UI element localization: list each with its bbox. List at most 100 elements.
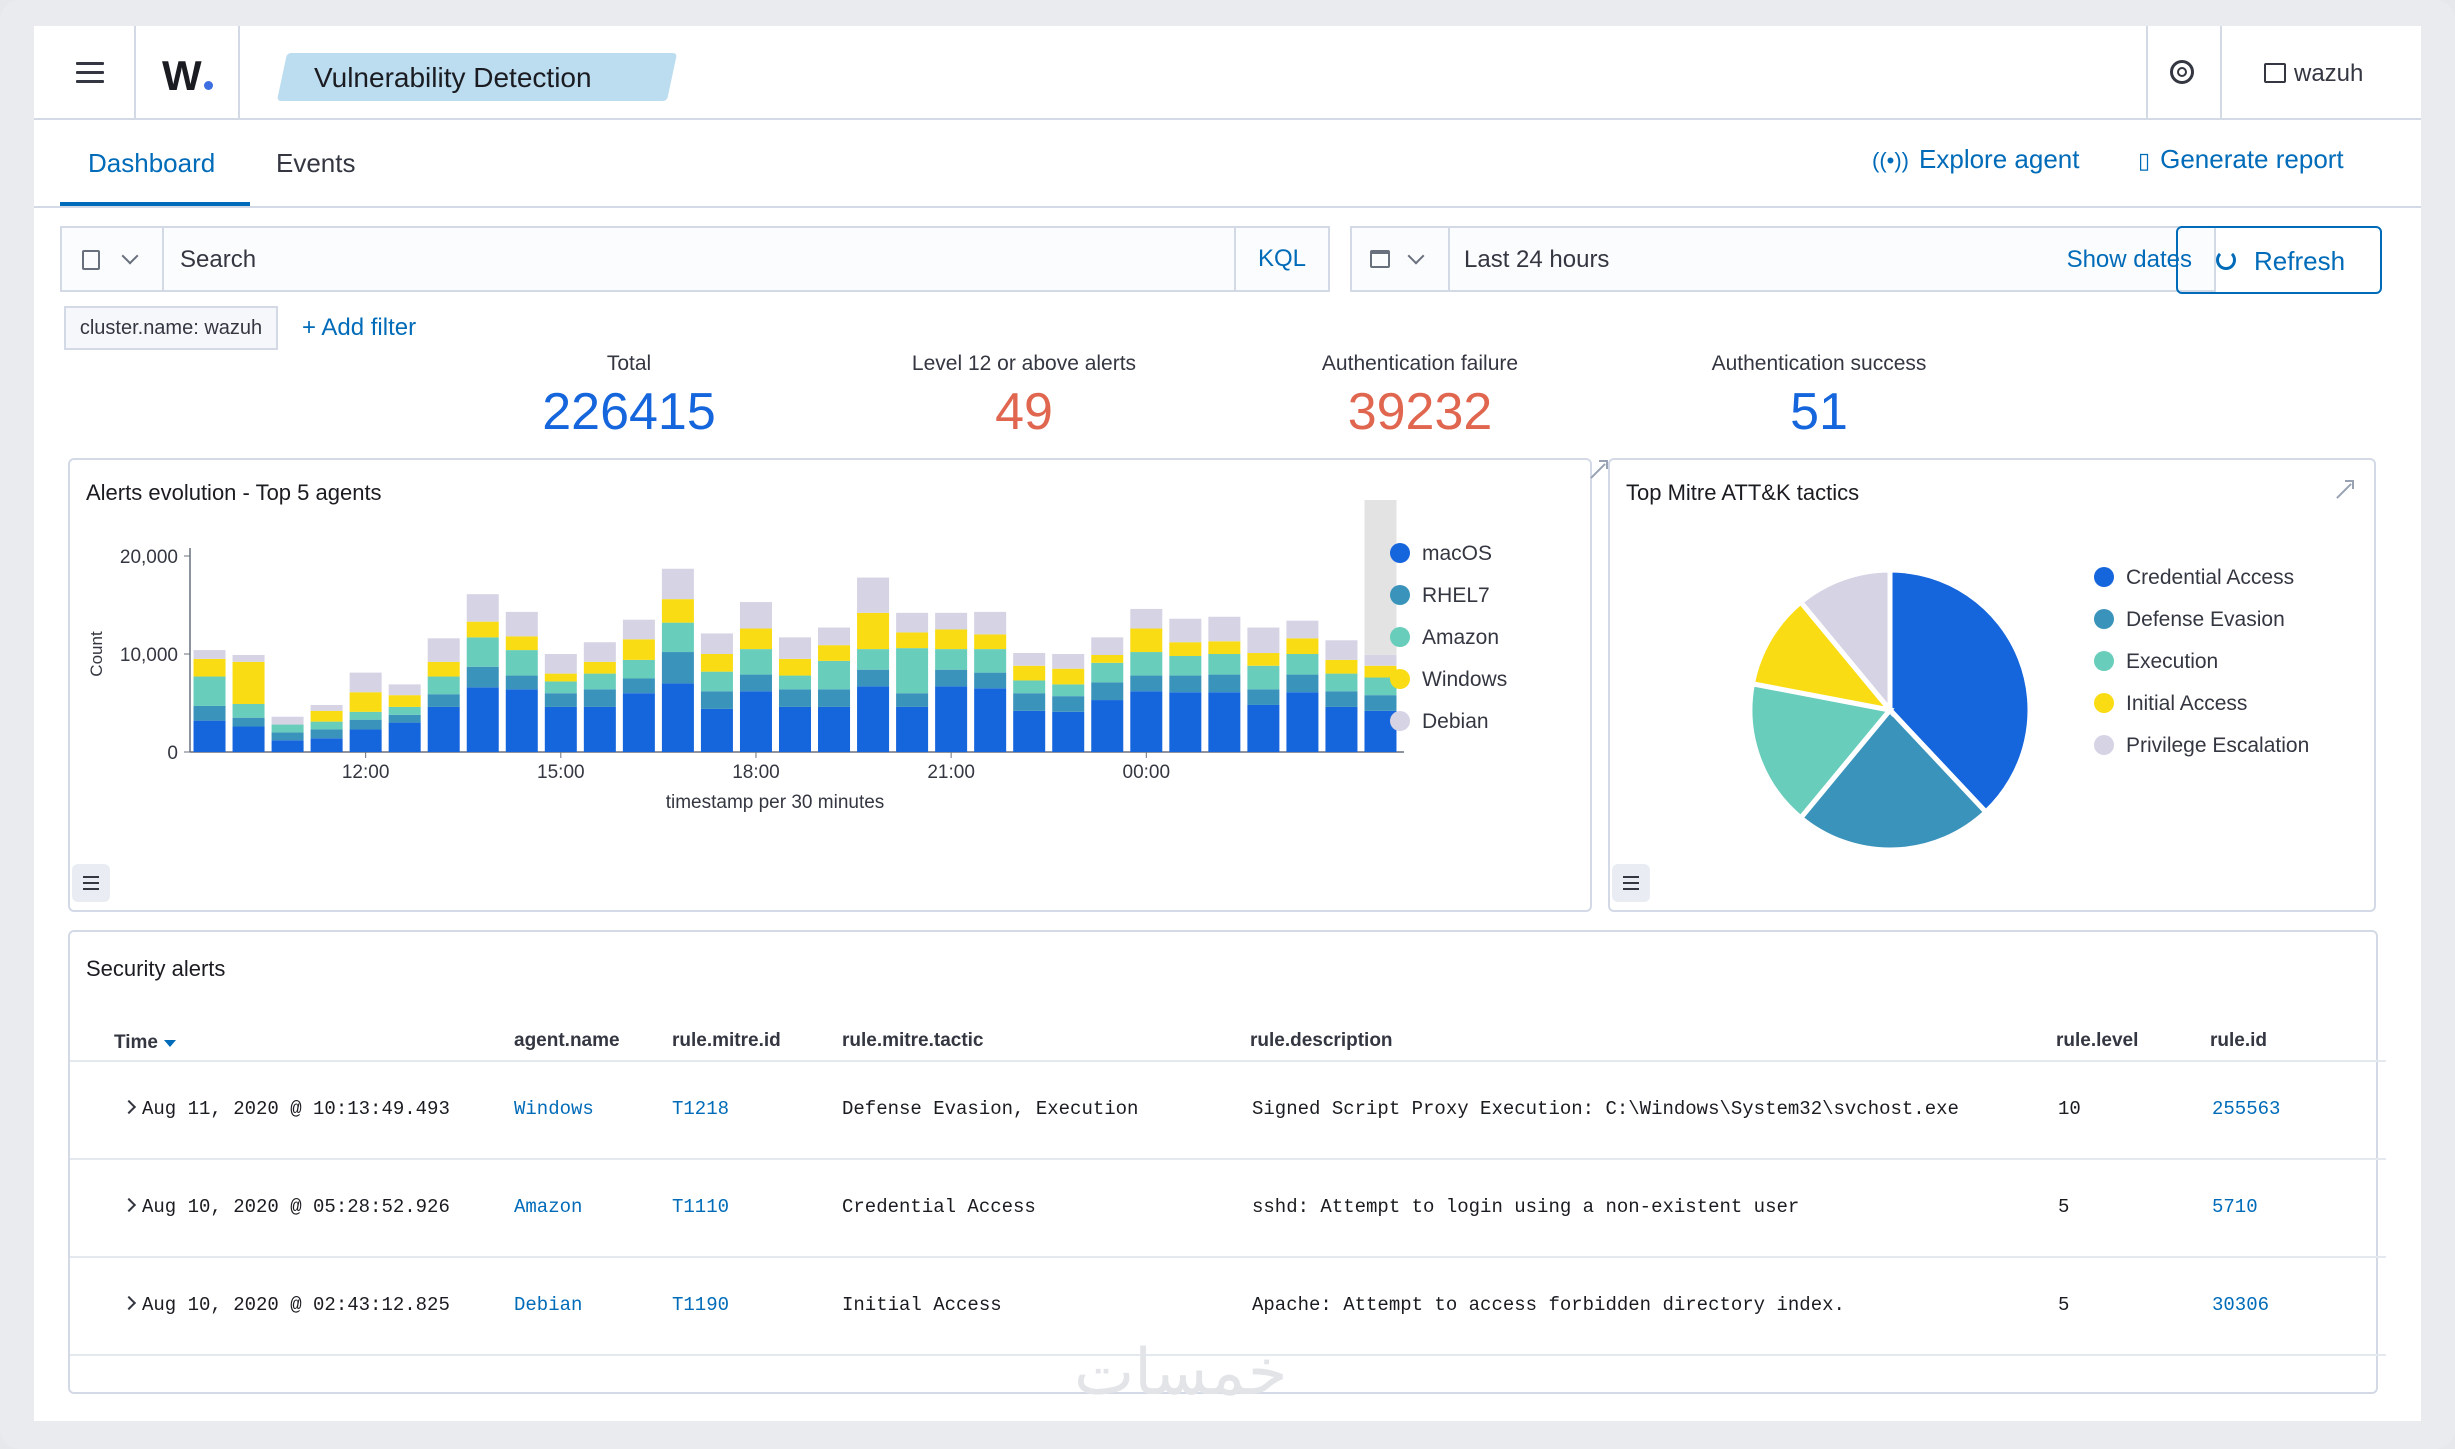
bar-segment (622, 678, 655, 694)
user-name: wazuh (2294, 60, 2364, 87)
legend-item[interactable]: Amazon (1390, 626, 1499, 650)
column-header-time[interactable]: Time (114, 1032, 177, 1054)
column-header-agent[interactable]: agent.name (514, 1030, 620, 1051)
document-icon: ▯ (2138, 148, 2151, 173)
bar-segment (1286, 654, 1319, 675)
bar-segment (1208, 674, 1241, 693)
rule-id-link[interactable]: 255563 (2212, 1098, 2281, 1120)
filter-pill[interactable]: cluster.name: wazuh (64, 306, 278, 350)
bar-segment (193, 676, 226, 706)
logout-icon (2264, 63, 2286, 83)
column-header-description[interactable]: rule.description (1250, 1030, 1393, 1051)
bar-segment (700, 708, 733, 752)
column-header-level[interactable]: rule.level (2056, 1030, 2139, 1051)
mitre-id-link[interactable]: T1218 (672, 1098, 730, 1120)
add-filter-link[interactable]: + Add filter (302, 314, 417, 341)
legend-item[interactable]: Execution (2094, 650, 2218, 674)
metric-value: 226415 (542, 383, 716, 441)
table-row[interactable]: Aug 11, 2020 @ 10:13:49.493 Windows T121… (70, 1060, 2386, 1158)
refresh-button[interactable]: Refresh (2176, 226, 2382, 294)
mitre-id-link[interactable]: T1190 (672, 1294, 730, 1316)
bar-segment (661, 652, 694, 684)
bar-segment (1130, 691, 1163, 752)
bar-segment (778, 689, 812, 707)
bar-segment (583, 706, 616, 752)
agent-link[interactable]: Debian (514, 1294, 583, 1316)
x-tick-label: 00:00 (1123, 762, 1171, 783)
tab-dashboard[interactable]: Dashboard (88, 148, 216, 178)
bar-segment (1208, 641, 1241, 654)
legend-toggle-icon[interactable] (72, 864, 110, 902)
legend-item[interactable]: RHEL7 (1390, 584, 1490, 608)
user-menu[interactable]: wazuh (2264, 60, 2363, 88)
legend-item[interactable]: macOS (1390, 542, 1492, 566)
bar-segment (349, 672, 382, 693)
bar-segment (622, 693, 655, 752)
legend-item[interactable]: Debian (1390, 710, 1489, 734)
bar-segment (857, 649, 890, 670)
bar-segment (818, 660, 851, 690)
expand-icon[interactable] (1586, 460, 1608, 482)
bar-segment (193, 705, 226, 721)
save-icon (82, 250, 100, 270)
bar-segment (1091, 700, 1124, 752)
legend-item[interactable]: Initial Access (2094, 692, 2247, 716)
legend-item[interactable]: Defense Evasion (2094, 608, 2285, 632)
bar-segment (1325, 673, 1358, 692)
table-row[interactable]: Aug 10, 2020 @ 05:28:52.926 Amazon T1110… (70, 1158, 2386, 1256)
chevron-down-icon (1407, 247, 1425, 265)
bar-segment (778, 706, 812, 752)
bar-segment (1052, 668, 1085, 685)
bar-segment (1247, 653, 1280, 666)
bar-segment (427, 661, 460, 677)
legend-item[interactable]: Windows (1390, 668, 1507, 692)
app-window: W Vulnerability Detection wazuh Dashboar… (34, 26, 2421, 1421)
legend-dot (1390, 543, 1410, 563)
bar-segment (466, 621, 499, 638)
explore-agent-link[interactable]: ((•)) Explore agent (1872, 144, 2080, 174)
bar-segment (271, 740, 304, 752)
agent-link[interactable]: Amazon (514, 1196, 583, 1218)
bar-segment (388, 684, 421, 696)
expand-row-icon[interactable] (121, 1197, 137, 1213)
column-header-rule-id[interactable]: rule.id (2210, 1030, 2268, 1051)
agent-link[interactable]: Windows (514, 1098, 594, 1120)
rule-id-link[interactable]: 5710 (2212, 1196, 2258, 1218)
wazuh-logo[interactable]: W (162, 52, 213, 100)
quick-select-button[interactable] (1352, 228, 1450, 290)
expand-row-icon[interactable] (121, 1099, 137, 1115)
bar-segment (700, 691, 733, 709)
expand-row-icon[interactable] (121, 1295, 137, 1311)
search-input[interactable]: Search (180, 246, 257, 273)
help-icon[interactable] (2170, 60, 2194, 84)
bar-segment (935, 686, 968, 752)
mitre-id-link[interactable]: T1110 (672, 1196, 730, 1218)
bar-segment (349, 711, 382, 720)
bar-segment (622, 639, 655, 660)
date-range-label[interactable]: Last 24 hours (1464, 246, 1610, 273)
column-header-mitre-id[interactable]: rule.mitre.id (672, 1030, 781, 1051)
tab-events[interactable]: Events (276, 148, 356, 178)
show-dates-link[interactable]: Show dates (2066, 246, 2192, 273)
legend-item[interactable]: Privilege Escalation (2094, 734, 2309, 758)
rule-id-link[interactable]: 30306 (2212, 1294, 2270, 1316)
bar-segment (466, 594, 499, 622)
metric-total: Total 226415 (449, 352, 809, 442)
breadcrumb-label: Vulnerability Detection (314, 62, 592, 93)
table-row[interactable]: Aug 10, 2020 @ 02:43:12.825 Debian T1190… (70, 1256, 2386, 1354)
legend-toggle-icon[interactable] (1612, 864, 1650, 902)
generate-report-link[interactable]: ▯ Generate report (2138, 144, 2344, 174)
bar-segment (466, 666, 499, 688)
legend-item[interactable]: Credential Access (2094, 566, 2294, 590)
bar-segment (974, 688, 1007, 752)
kql-toggle[interactable]: KQL (1234, 228, 1328, 290)
bar-segment (778, 658, 812, 676)
legend-label: Execution (2126, 650, 2219, 673)
y-axis-label: Count (87, 631, 106, 677)
bar-segment (1364, 695, 1397, 711)
saved-queries-button[interactable] (62, 228, 164, 290)
antenna-icon: ((•)) (1872, 148, 1910, 173)
column-header-tactic[interactable]: rule.mitre.tactic (842, 1030, 984, 1051)
expand-icon[interactable] (2332, 480, 2354, 502)
menu-icon[interactable] (76, 62, 104, 84)
